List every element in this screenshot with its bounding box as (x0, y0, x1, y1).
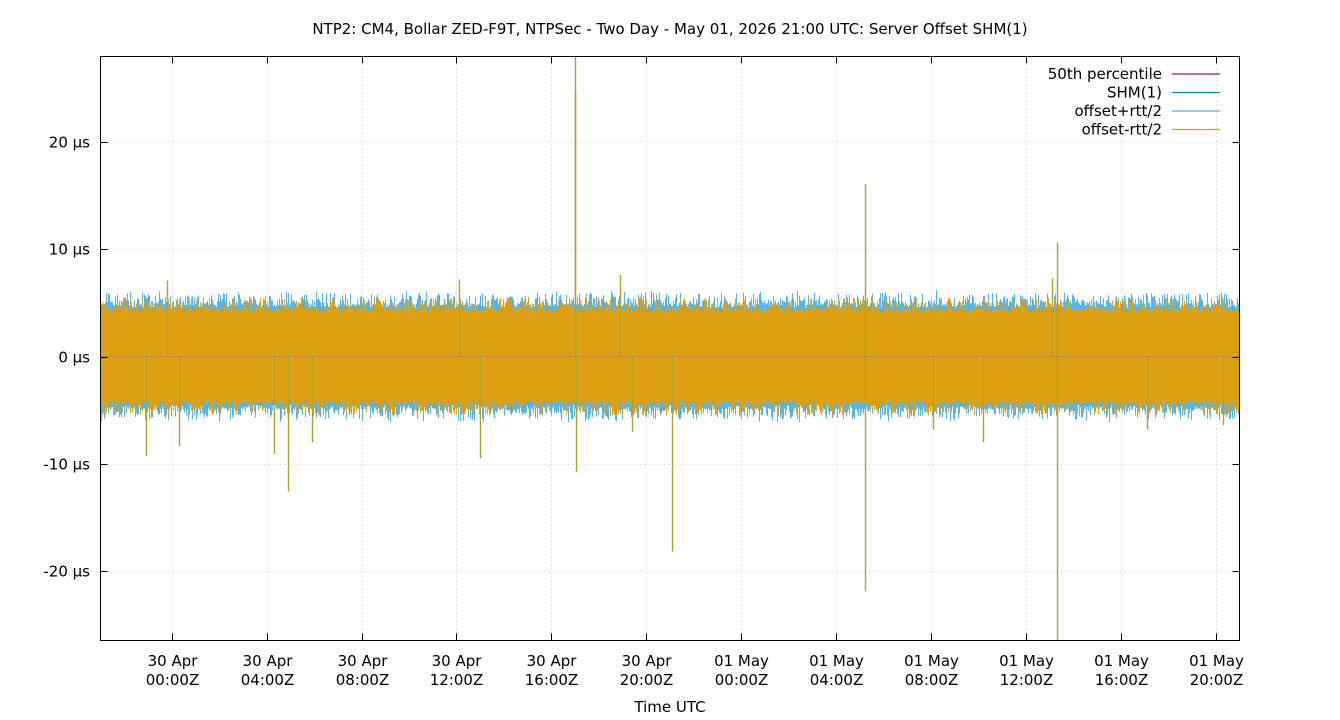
x-tick-time: 16:00Z (1095, 671, 1149, 689)
x-tick-date: 01 May (904, 652, 959, 670)
x-tick-date: 30 Apr (622, 652, 673, 670)
x-tick-date: 01 May (1189, 652, 1244, 670)
x-tick-date: 30 Apr (148, 652, 199, 670)
x-tick-date: 30 Apr (338, 652, 389, 670)
plot-frame (100, 56, 1240, 641)
x-tick-time: 00:00Z (146, 671, 200, 689)
x-tick-time: 00:00Z (715, 671, 769, 689)
x-tick-time: 04:00Z (241, 671, 295, 689)
y-tick-label: -10 µs (43, 456, 90, 474)
x-tick-date: 30 Apr (527, 652, 578, 670)
legend-label: 50th percentile (1048, 65, 1162, 83)
y-tick-label: 10 µs (49, 241, 90, 259)
x-tick-date: 01 May (714, 652, 769, 670)
x-tick-time: 16:00Z (525, 671, 579, 689)
legend: 50th percentileSHM(1)offset+rtt/2offset-… (1048, 65, 1220, 139)
x-tick-time: 08:00Z (336, 671, 390, 689)
chart-title: NTP2: CM4, Bollar ZED-F9T, NTPSec - Two … (312, 20, 1027, 38)
x-axis-label: Time UTC (633, 698, 705, 716)
x-tick-time: 08:00Z (905, 671, 959, 689)
x-tick-date: 30 Apr (432, 652, 483, 670)
legend-label: SHM(1) (1107, 84, 1162, 102)
x-tick-date: 01 May (809, 652, 864, 670)
x-tick-time: 12:00Z (430, 671, 484, 689)
x-tick-date: 01 May (999, 652, 1054, 670)
x-tick-date: 01 May (1094, 652, 1149, 670)
x-tick-time: 20:00Z (1190, 671, 1244, 689)
x-tick-time: 04:00Z (810, 671, 864, 689)
x-tick-time: 12:00Z (1000, 671, 1054, 689)
y-tick-label: 20 µs (49, 134, 90, 152)
x-tick-date: 30 Apr (243, 652, 294, 670)
legend-label: offset-rtt/2 (1082, 121, 1162, 139)
x-tick-time: 20:00Z (620, 671, 674, 689)
plot-area (100, 56, 1240, 641)
y-tick-label: -20 µs (43, 563, 90, 581)
legend-label: offset+rtt/2 (1074, 102, 1162, 120)
y-tick-label: 0 µs (58, 349, 90, 367)
